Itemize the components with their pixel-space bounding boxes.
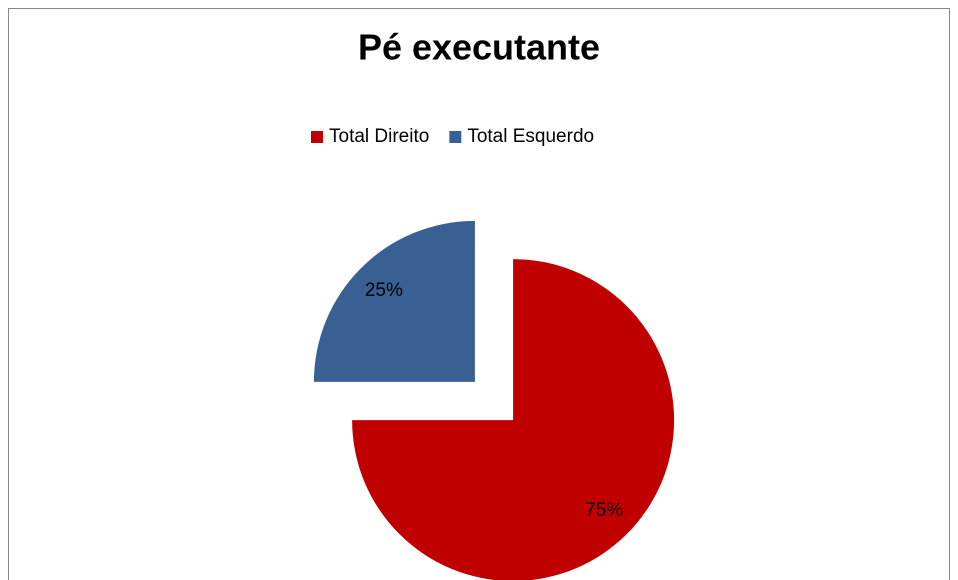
legend-swatch: [449, 131, 462, 143]
pie-slice: [313, 220, 475, 382]
pie-slice: [352, 259, 675, 580]
legend-label: Total Direito: [329, 126, 429, 147]
value-label: 75%: [585, 500, 623, 521]
legend-swatch: [311, 131, 323, 143]
chart-title: Pé executante: [358, 27, 600, 68]
value-label: 25%: [365, 280, 403, 301]
legend-label: Total Esquerdo: [467, 126, 594, 147]
